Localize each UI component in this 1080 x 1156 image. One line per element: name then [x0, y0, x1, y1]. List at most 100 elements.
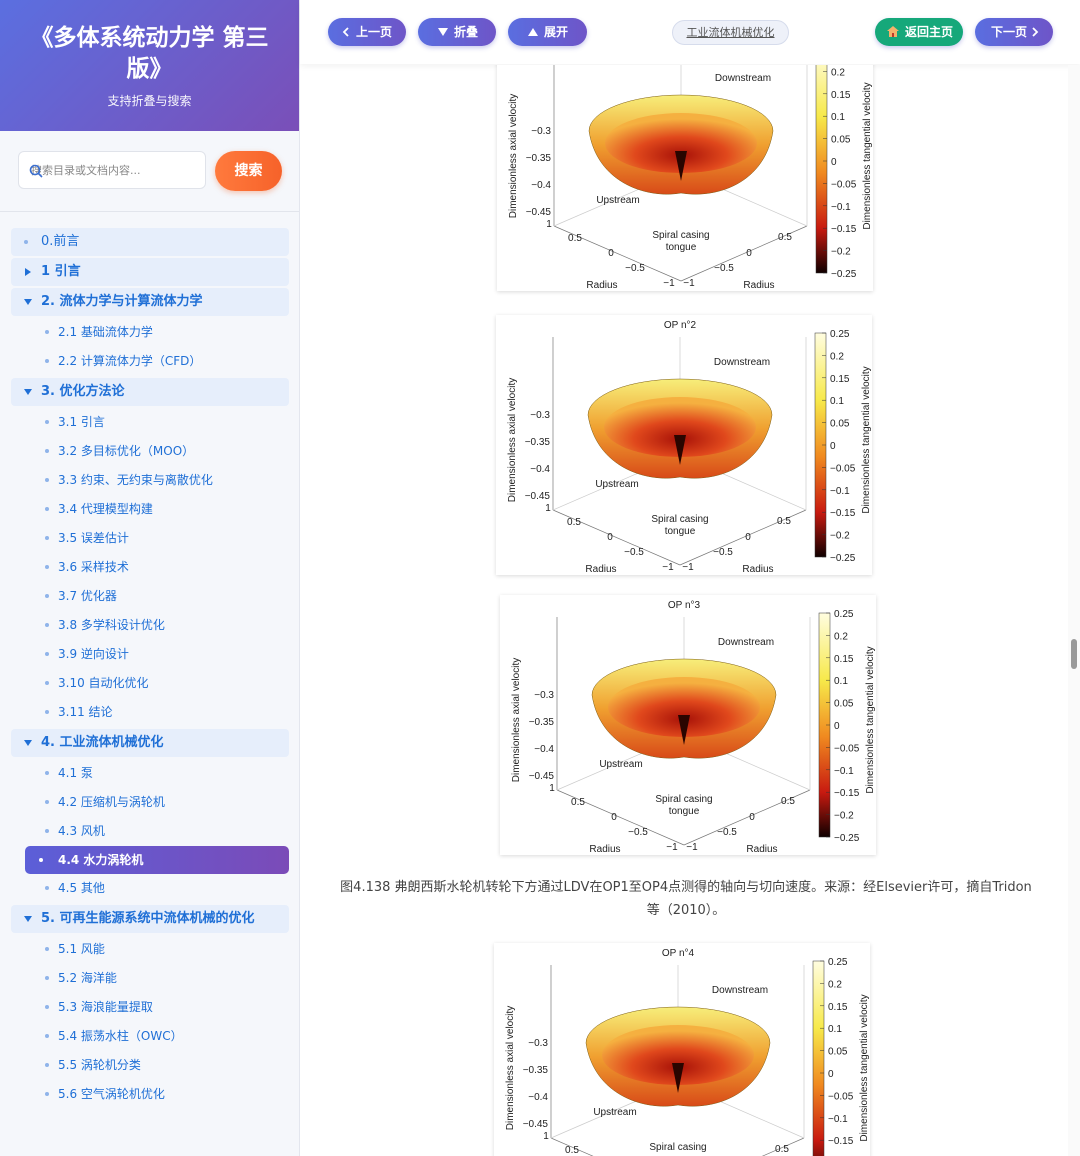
- annotation: Downstream: [714, 357, 770, 368]
- toc-item[interactable]: 5.1 风能: [11, 935, 289, 964]
- z-tick-label: −0.35: [529, 717, 555, 728]
- scrollbar[interactable]: [1068, 65, 1080, 1156]
- toc-item[interactable]: 5.3 海浪能量提取: [11, 993, 289, 1022]
- toc-item[interactable]: 3.3 约束、无约束与离散优化: [11, 466, 289, 495]
- toc-item[interactable]: 3.1 引言: [11, 408, 289, 437]
- toc-item[interactable]: 3.8 多学科设计优化: [11, 611, 289, 640]
- expand-button[interactable]: 展开: [508, 18, 587, 46]
- toc-icon: [24, 740, 32, 746]
- toc-label: 2.1 基础流体力学: [58, 325, 153, 339]
- triangle-icon: [528, 28, 538, 36]
- plot: OP n°1Dimensionless axial velocity−0.3−0…: [508, 65, 873, 291]
- surface-inner: [608, 677, 760, 737]
- toc-bullet: [45, 478, 49, 482]
- axis-label: Radius: [742, 564, 773, 575]
- toc-item[interactable]: 4.5 其他: [11, 874, 289, 903]
- home-icon: [887, 26, 899, 37]
- toc-section[interactable]: 3. 优化方法论: [11, 378, 289, 406]
- y-tick-label: 0.5: [778, 232, 792, 243]
- toc-item[interactable]: 3.7 优化器: [11, 582, 289, 611]
- y-tick-label: −0.5: [717, 827, 737, 838]
- toc-bullet: [45, 420, 49, 424]
- z-tick-label: −0.4: [534, 744, 554, 755]
- colorbar-tick-label: 0.05: [834, 699, 854, 710]
- colorbar-tick-label: −0.05: [828, 1091, 854, 1102]
- y-tick-label: −1: [682, 562, 694, 573]
- axis-label: Radius: [586, 280, 617, 291]
- axis-line: [683, 789, 811, 846]
- toc-item[interactable]: 2.1 基础流体力学: [11, 318, 289, 347]
- toc-bullet: [45, 800, 49, 804]
- toc-section[interactable]: 5. 可再生能源系统中流体机械的优化: [11, 905, 289, 933]
- y-tick-label: 0: [749, 812, 755, 823]
- chevron-icon: [1032, 27, 1039, 37]
- toc-item[interactable]: 5.2 海洋能: [11, 964, 289, 993]
- toc-item[interactable]: 4.3 风机: [11, 817, 289, 846]
- toc-icon: [25, 268, 31, 276]
- surface-inner: [602, 1025, 754, 1085]
- toc-item[interactable]: 3.4 代理模型构建: [11, 495, 289, 524]
- book-title: 《多体系统动力学 第三版》: [30, 24, 269, 82]
- figure: OP n°2 Dimensionless axial velocity −0.3 −0…: [496, 315, 872, 575]
- next-button[interactable]: 下一页: [975, 18, 1053, 46]
- y-tick-label: 0.5: [775, 1144, 789, 1155]
- colorbar-tick-label: −0.15: [830, 508, 856, 519]
- z-tick-label: −0.45: [526, 207, 552, 218]
- toc-bullet: [45, 330, 49, 334]
- toc-section[interactable]: 0.前言: [11, 228, 289, 256]
- toc-label: 5.4 振荡水柱（OWC）: [58, 1029, 183, 1043]
- home-button[interactable]: 返回主页: [875, 18, 963, 46]
- toc-item[interactable]: 2.2 计算流体力学（CFD）: [11, 347, 289, 376]
- toc-label: 5. 可再生能源系统中流体机械的优化: [41, 911, 255, 926]
- colorbar-tick-label: 0.15: [830, 374, 850, 385]
- toc-item[interactable]: 4.4 水力涡轮机: [25, 846, 289, 874]
- scrollbar-thumb[interactable]: [1071, 639, 1077, 669]
- toc-bullet: [45, 594, 49, 598]
- axis-line: [550, 1137, 594, 1156]
- y-tick-label: 0.5: [777, 516, 791, 527]
- toc-item[interactable]: 3.6 采样技术: [11, 553, 289, 582]
- x-tick-label: 1: [546, 219, 552, 230]
- y-tick-label: −1: [683, 278, 695, 289]
- toc-bullet: [45, 976, 49, 980]
- toc-item[interactable]: 3.5 误差估计: [11, 524, 289, 553]
- collapse-button[interactable]: 折叠: [418, 18, 496, 46]
- toc-label: 4.3 风机: [58, 824, 105, 838]
- toc-label: 4. 工业流体机械优化: [41, 735, 164, 750]
- sidebar: 《多体系统动力学 第三版》 支持折叠与搜索 搜索目录或文档内容... 搜索 0.…: [0, 0, 300, 1156]
- colorbar-tick-label: −0.25: [830, 553, 856, 564]
- colorbar-tick-label: −0.25: [834, 833, 860, 844]
- toc-item[interactable]: 4.2 压缩机与涡轮机: [11, 788, 289, 817]
- toc-section[interactable]: 1 引言: [11, 258, 289, 286]
- x-tick-label: 0.5: [571, 797, 585, 808]
- toolbar: 上一页 折叠 展开 工业流体机械优化 返回主页 下一页: [300, 0, 1080, 64]
- toc-item[interactable]: 5.6 空气涡轮机优化: [11, 1080, 289, 1109]
- toc-item[interactable]: 3.10 自动化优化: [11, 669, 289, 698]
- toc-item[interactable]: 5.4 振荡水柱（OWC）: [11, 1022, 289, 1051]
- toc-item[interactable]: 4.1 泵: [11, 759, 289, 788]
- colorbar-tick-label: 0.2: [834, 631, 848, 642]
- axis-line: [556, 789, 685, 846]
- colorbar-tick-label: 0.25: [834, 609, 854, 620]
- expand-label: 展开: [544, 25, 569, 39]
- toc-item[interactable]: 5.5 涡轮机分类: [11, 1051, 289, 1080]
- colorbar-tick-label: 0.2: [831, 67, 845, 78]
- z-tick-label: −0.4: [528, 1092, 548, 1103]
- search-placeholder: 搜索目录或文档内容...: [31, 164, 141, 177]
- x-tick-label: 1: [545, 503, 551, 514]
- annotation: Upstream: [595, 479, 638, 490]
- search-input[interactable]: 搜索目录或文档内容...: [18, 151, 206, 189]
- toc-section[interactable]: 4. 工业流体机械优化: [11, 729, 289, 757]
- toc-section[interactable]: 2. 流体力学与计算流体力学: [11, 288, 289, 316]
- toc-item[interactable]: 3.2 多目标优化（MOO）: [11, 437, 289, 466]
- annotation: Spiral casing: [652, 230, 709, 241]
- prev-button[interactable]: 上一页: [328, 18, 406, 46]
- z-tick-label: −0.45: [529, 771, 555, 782]
- toc-item[interactable]: 3.9 逆向设计: [11, 640, 289, 669]
- toc-label: 4.5 其他: [58, 881, 105, 895]
- z-tick-label: −0.4: [530, 464, 550, 475]
- toc-item[interactable]: 3.11 结论: [11, 698, 289, 727]
- search-button[interactable]: 搜索: [215, 151, 282, 191]
- toc-icon: [24, 299, 32, 305]
- toc-label: 1 引言: [41, 264, 81, 279]
